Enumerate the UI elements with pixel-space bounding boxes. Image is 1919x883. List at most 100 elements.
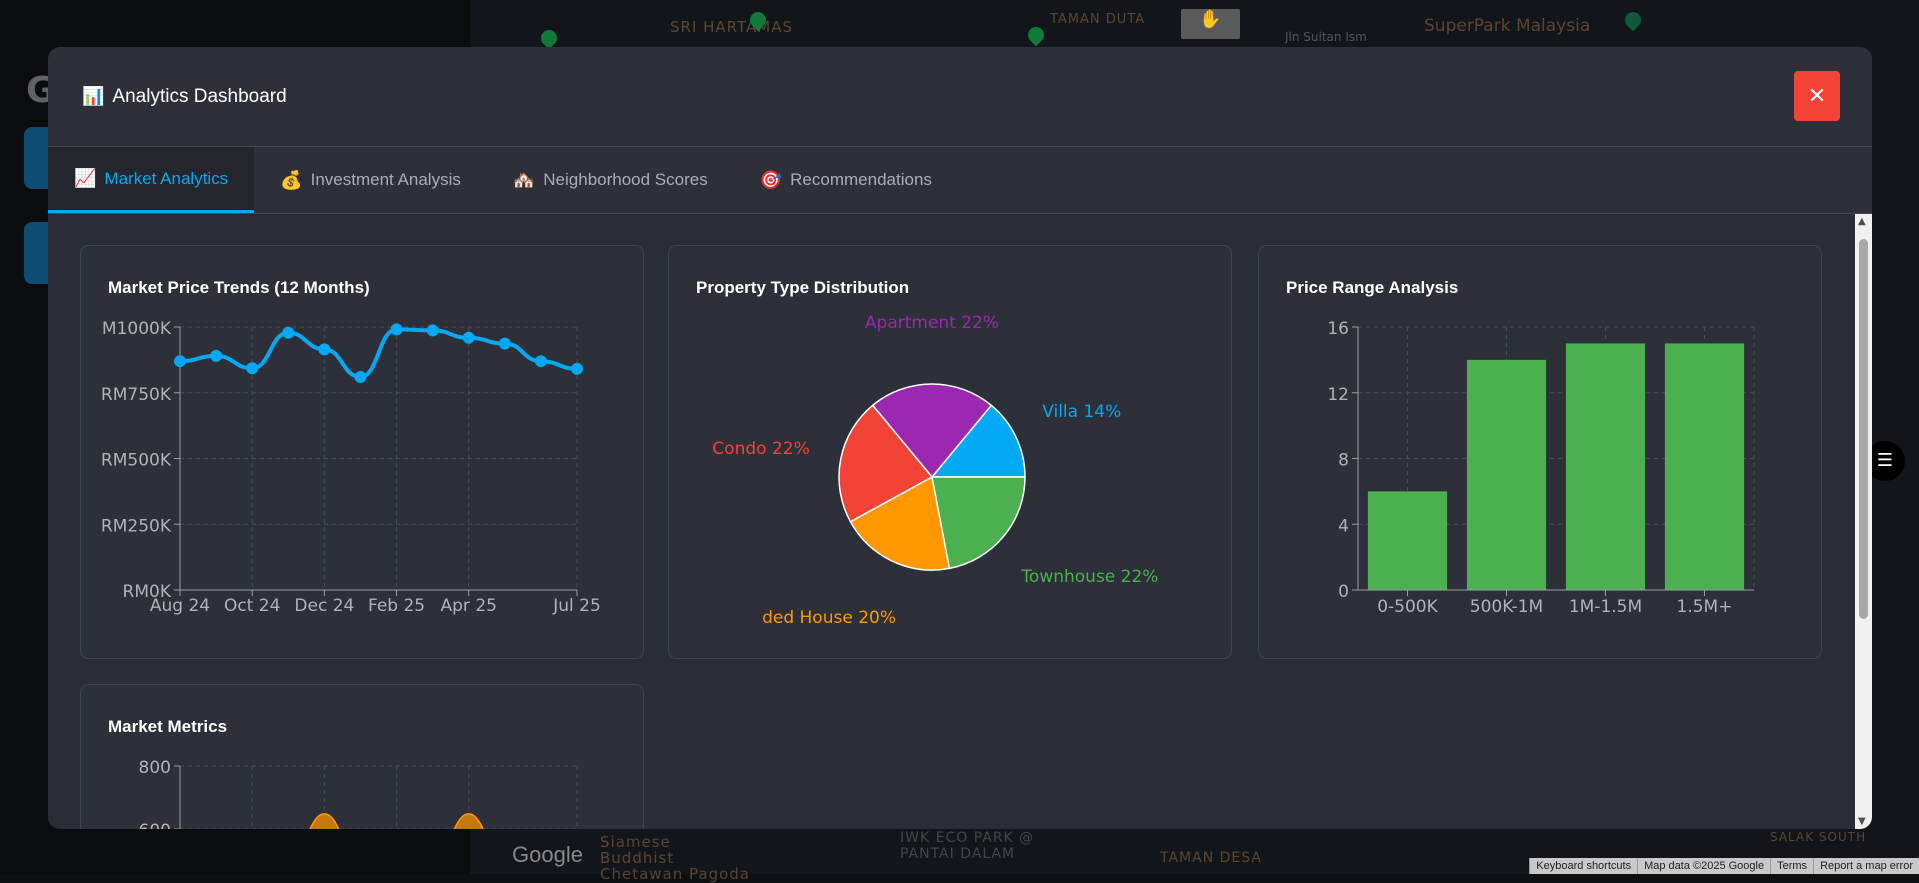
y-tick-label: 16 bbox=[1327, 319, 1349, 339]
x-tick-label: Apr 25 bbox=[441, 596, 497, 616]
modal-header: 📊 Analytics Dashboard ✕ bbox=[48, 47, 1872, 147]
map-label: SALAK SOUTH bbox=[1770, 830, 1867, 844]
y-tick-label: 800 bbox=[139, 758, 171, 778]
map-label: SuperPark Malaysia bbox=[1424, 16, 1591, 36]
analytics-modal: 📊 Analytics Dashboard ✕ 📈 Market Analytic… bbox=[48, 47, 1872, 829]
bar bbox=[1367, 491, 1448, 590]
map-label: TAMAN DESA bbox=[1160, 850, 1262, 866]
x-tick-label: Dec 24 bbox=[294, 596, 354, 616]
map-data-text: Map data ©2025 Google bbox=[1637, 858, 1771, 874]
card-title: Market Price Trends (12 Months) bbox=[108, 278, 370, 297]
x-tick-label: 500K-1M bbox=[1470, 597, 1543, 617]
bar-chart: 0 4 8 12 16 0-500K 500K-1M 1M-1.5M 1.5M+ bbox=[1327, 319, 1755, 617]
data-point bbox=[426, 324, 439, 337]
map-pin-icon[interactable] bbox=[537, 26, 561, 50]
bar bbox=[1466, 359, 1547, 590]
houses-icon: 🏘️ bbox=[512, 169, 536, 190]
data-point bbox=[282, 326, 295, 339]
property-type-card: Property Type Distribution Villa 14% Apar… bbox=[668, 245, 1232, 659]
map-label: TAMAN DUTA bbox=[1050, 12, 1146, 27]
line-chart: RM0K RM250K RM500K RM750K M1000K Aug 24 Oct 24… bbox=[101, 319, 601, 616]
data-point bbox=[174, 355, 186, 368]
keyboard-shortcuts-link[interactable]: Keyboard shortcuts bbox=[1529, 858, 1638, 874]
y-tick-label: RM750K bbox=[101, 385, 172, 405]
chart-up-icon: 📈 bbox=[74, 168, 97, 188]
tab-bar: 📈 Market Analytics 💰 Investment Analysis 🏘… bbox=[48, 147, 1872, 214]
bar bbox=[1565, 343, 1646, 590]
scroll-down-icon[interactable]: ▼ bbox=[1858, 816, 1866, 827]
map-pin-icon[interactable] bbox=[1024, 23, 1048, 47]
report-error-link[interactable]: Report a map error bbox=[1813, 858, 1919, 874]
modal-title: Analytics Dashboard bbox=[112, 85, 287, 107]
pie-chart: Villa 14% Apartment 22% Condo 22% ded House… bbox=[712, 313, 1158, 628]
y-tick-label: 0 bbox=[1338, 582, 1349, 602]
tab-content: Market Price Trends (12 Months) RM0K RM25… bbox=[48, 214, 1855, 829]
data-point bbox=[390, 323, 403, 336]
scrollbar[interactable]: ▲ ▼ bbox=[1855, 214, 1872, 829]
x-tick-label: Jul 25 bbox=[552, 596, 601, 616]
money-bag-icon: 💰 bbox=[280, 169, 303, 190]
data-point bbox=[354, 370, 367, 383]
y-tick-label: 12 bbox=[1327, 385, 1349, 405]
google-logo: Google bbox=[512, 842, 583, 867]
pie-slice bbox=[838, 404, 934, 523]
scroll-up-icon[interactable]: ▲ bbox=[1858, 216, 1866, 227]
close-button[interactable]: ✕ bbox=[1794, 71, 1840, 121]
bar-chart-icon: 📊 bbox=[82, 86, 105, 107]
y-tick-label: 600 bbox=[139, 821, 171, 829]
price-range-card: Price Range Analysis 0 4 8 12 16 0-500K 500K-1… bbox=[1258, 245, 1822, 659]
tab-market-analytics[interactable]: 📈 Market Analytics bbox=[48, 147, 255, 213]
y-tick-label: M1000K bbox=[102, 319, 172, 339]
hand-pan-icon[interactable]: ✋ bbox=[1181, 9, 1240, 39]
tab-label: Recommendations bbox=[790, 170, 932, 189]
card-title: Property Type Distribution bbox=[696, 278, 910, 297]
map-label: IWK ECO PARK @ PANTAI DALAM bbox=[900, 830, 1035, 862]
x-tick-label: Oct 24 bbox=[224, 596, 280, 616]
area-chart: 800 600 bbox=[139, 758, 578, 829]
metric-peak bbox=[453, 813, 484, 829]
data-point bbox=[462, 331, 475, 344]
pie-label: Townhouse 22% bbox=[1020, 567, 1158, 587]
x-tick-label: 0-500K bbox=[1377, 597, 1438, 617]
price-line bbox=[179, 327, 578, 379]
terms-link[interactable]: Terms bbox=[1770, 858, 1814, 874]
scrollbar-thumb[interactable] bbox=[1859, 239, 1868, 619]
y-tick-label: RM250K bbox=[101, 516, 172, 536]
tab-investment-analysis[interactable]: 💰 Investment Analysis bbox=[254, 147, 487, 213]
data-point bbox=[246, 362, 259, 375]
map-footer: Keyboard shortcuts Map data ©2025 Google… bbox=[1529, 858, 1919, 874]
pie-label: Villa 14% bbox=[1042, 402, 1121, 422]
map-label: Siamese Buddhist Chetawan Pagoda bbox=[600, 833, 750, 883]
y-tick-label: RM0K bbox=[123, 582, 172, 602]
bar bbox=[1664, 343, 1745, 590]
y-tick-label: 8 bbox=[1338, 451, 1349, 471]
data-point bbox=[210, 349, 223, 362]
data-point bbox=[534, 355, 547, 368]
tab-label: Market Analytics bbox=[104, 168, 229, 188]
y-tick-label: 4 bbox=[1338, 516, 1349, 536]
pie-label: ded House 20% bbox=[762, 608, 896, 628]
x-tick-label: Aug 24 bbox=[150, 596, 210, 616]
map-label: SRI HARTAMAS bbox=[670, 18, 793, 36]
x-tick-label: Feb 25 bbox=[368, 596, 425, 616]
map-label: Jln Sultan Ism bbox=[1285, 30, 1367, 44]
pie-slice bbox=[930, 404, 1026, 478]
card-title: Price Range Analysis bbox=[1286, 278, 1459, 297]
pie-label: Condo 22% bbox=[712, 439, 809, 459]
card-title: Market Metrics bbox=[108, 717, 228, 736]
tab-label: Neighborhood Scores bbox=[543, 170, 708, 189]
y-tick-label: RM500K bbox=[101, 451, 172, 471]
pie-slice bbox=[931, 476, 1026, 570]
data-point bbox=[498, 337, 511, 350]
pie-label: Apartment 22% bbox=[865, 313, 999, 333]
market-metrics-card: Market Metrics 800 600 bbox=[80, 684, 644, 829]
pie-slice bbox=[871, 383, 993, 479]
tab-neighborhood-scores[interactable]: 🏘️ Neighborhood Scores bbox=[487, 147, 734, 213]
pie-slice bbox=[849, 475, 951, 571]
tab-recommendations[interactable]: 🎯 Recommendations bbox=[734, 147, 958, 213]
data-point bbox=[318, 343, 331, 356]
data-point bbox=[571, 362, 583, 375]
map-pin-icon[interactable] bbox=[1621, 8, 1645, 32]
tab-label: Investment Analysis bbox=[310, 170, 461, 189]
metric-peak bbox=[309, 813, 340, 829]
